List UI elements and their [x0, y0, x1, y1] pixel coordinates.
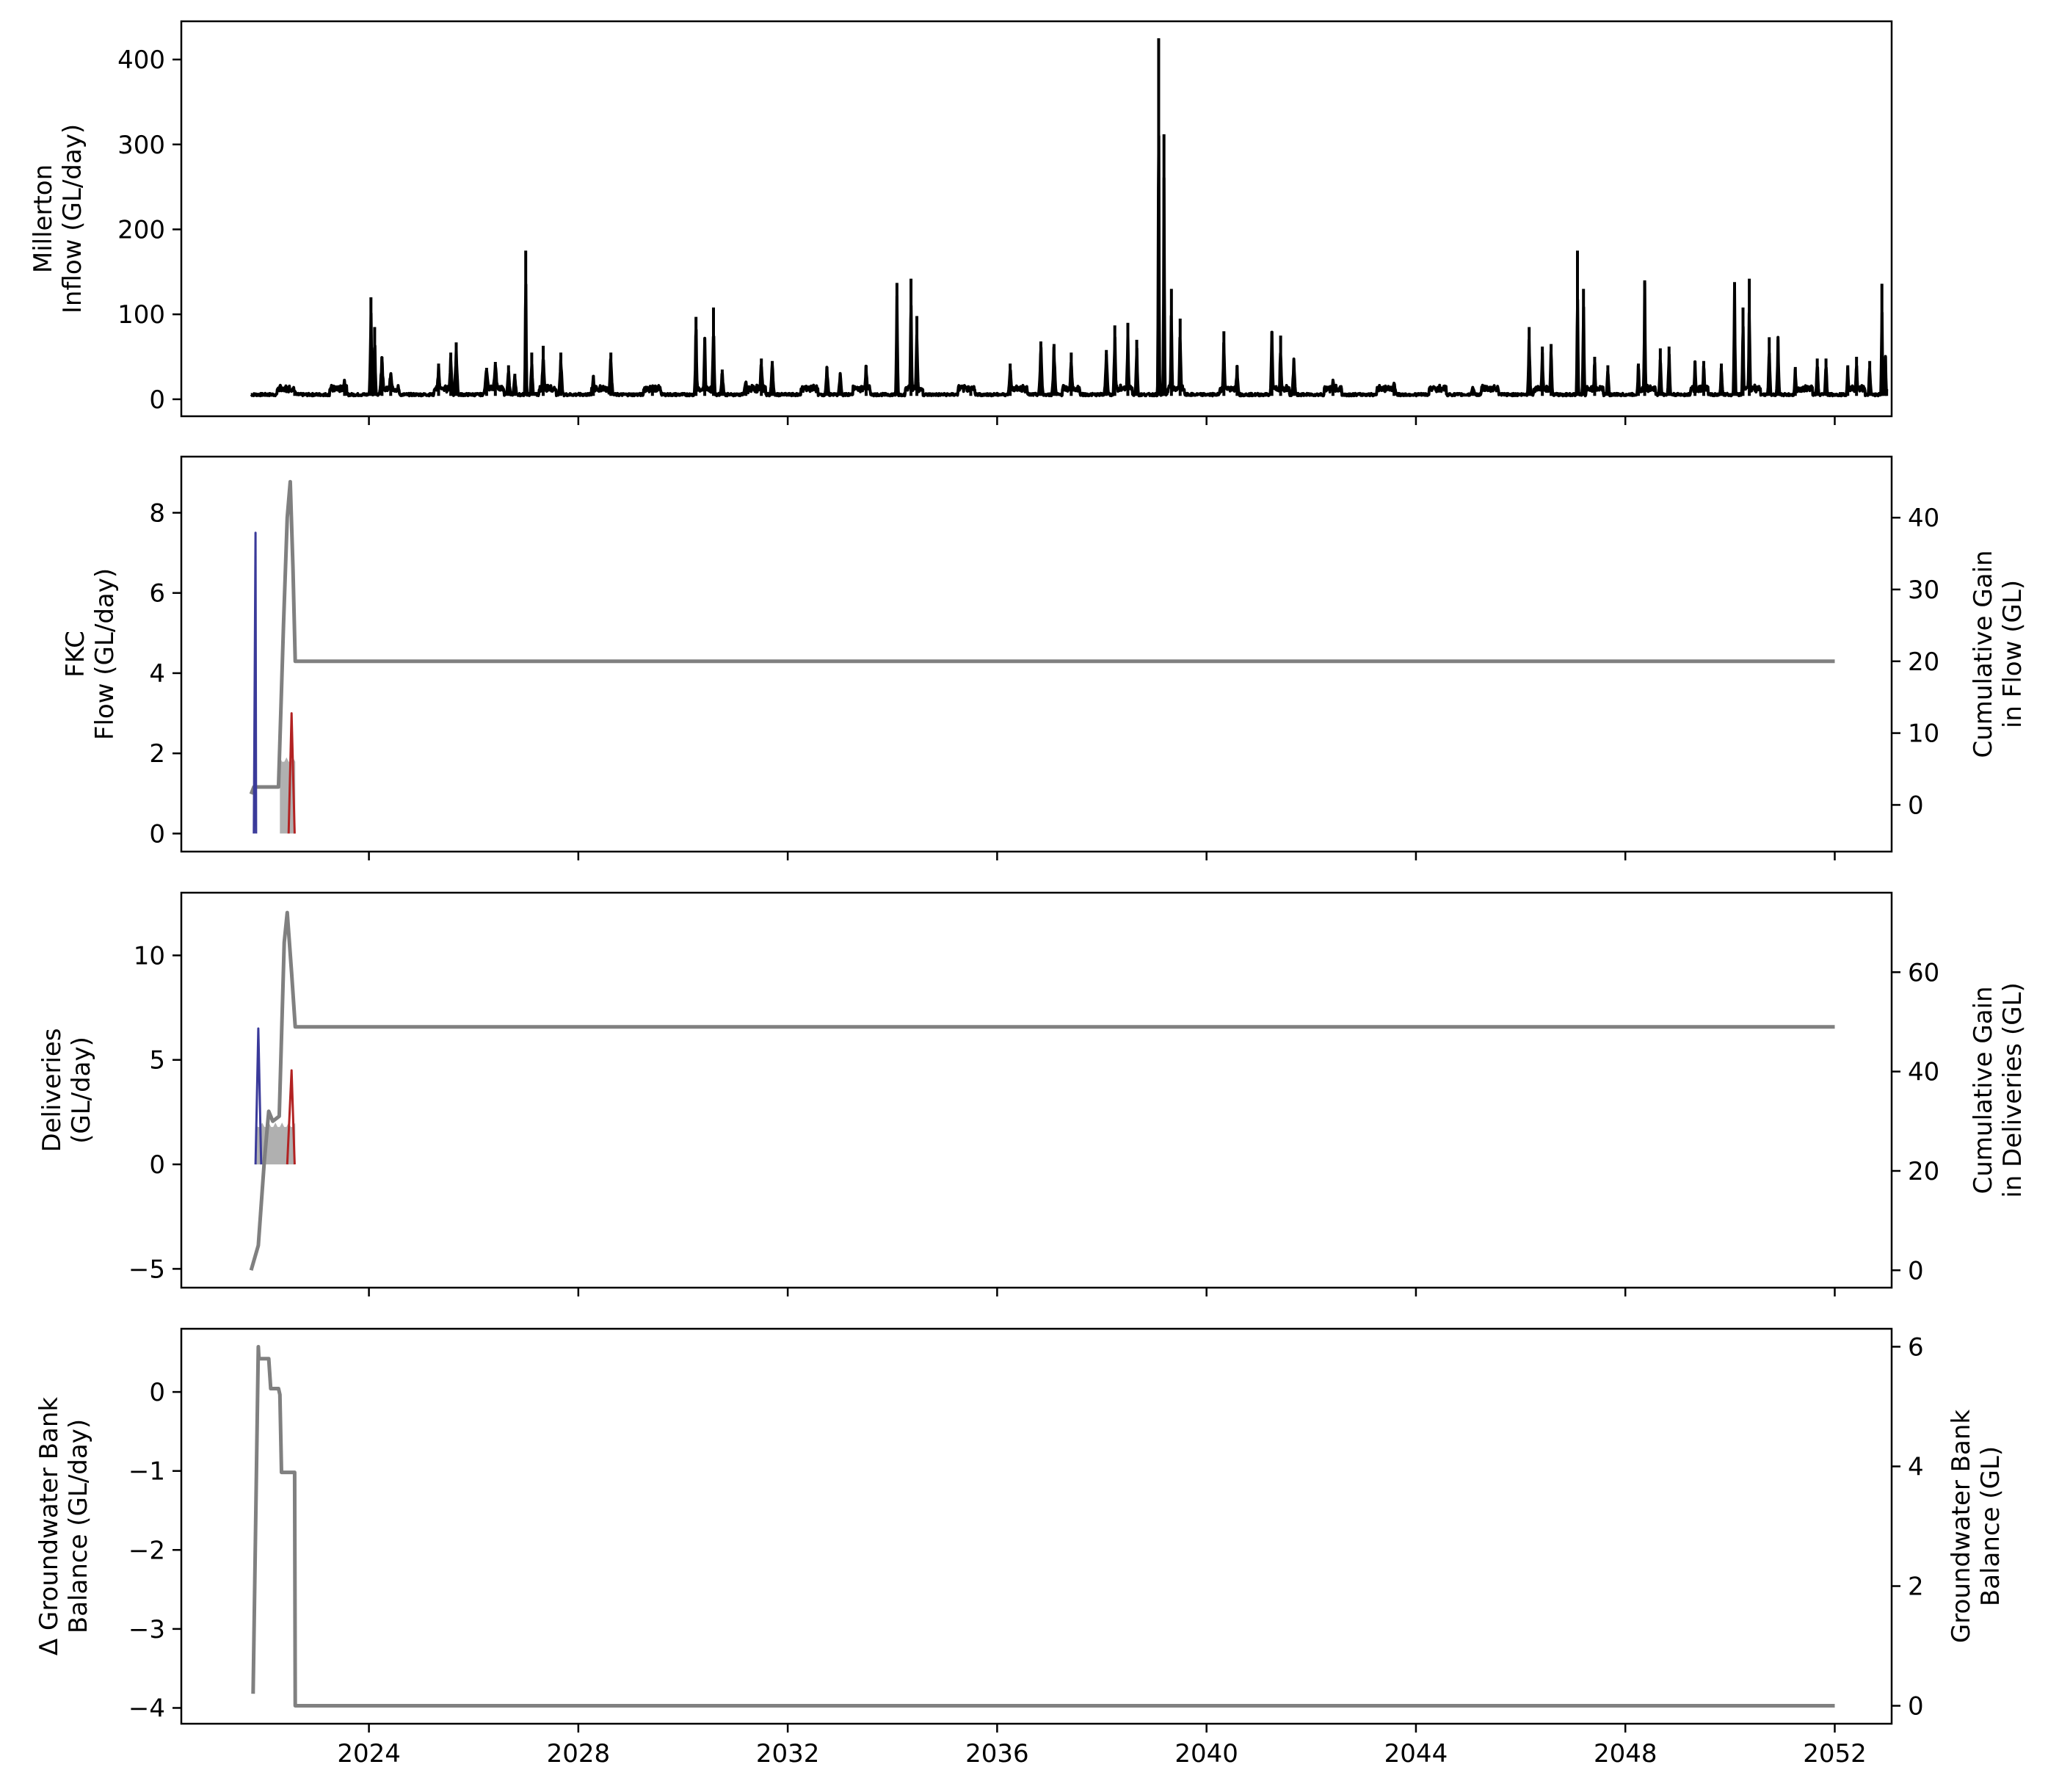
- panel-2-frame: [180, 455, 1893, 853]
- cumulative-line: [249, 910, 1835, 1271]
- panel-3-y-ticks: −5 0 5 10: [128, 941, 181, 1284]
- y-tick-label: −1: [128, 1457, 165, 1487]
- y-tick-label: −3: [128, 1615, 165, 1644]
- panel-millerton-inflow: 0 100 200 300 400 Millerton Inflow (GL/day): [29, 20, 1893, 425]
- panel-fkc-flow: 0 2 4 6 8 0 10 20 30 40 FKC Flow (GL/day) Cumula…: [61, 455, 2027, 860]
- y-right-tick-label: 40: [1908, 1058, 1939, 1087]
- panel-1-ylabel-line1: Millerton: [29, 164, 58, 273]
- y-right-tick-label: 2: [1908, 1572, 1924, 1602]
- panel-4-y-ticks: −4 −3 −2 −1 0: [128, 1378, 181, 1723]
- panel-3-ylabel-line2: (GL/day): [67, 1037, 96, 1144]
- panel-4-ylabel-line2: Balance (GL/day): [64, 1419, 93, 1633]
- x-tick-label: 2028: [547, 1739, 611, 1769]
- series-fill: [280, 757, 296, 834]
- y-right-tick-label: 0: [1908, 1256, 1924, 1285]
- y-tick-label: 5: [149, 1046, 165, 1075]
- panel-2-y-right-ticks: 0 10 20 30 40: [1892, 504, 1939, 820]
- y-right-tick-label: 20: [1908, 647, 1939, 677]
- y-right-tick-label: 0: [1908, 791, 1924, 820]
- panel-2-y-ticks: 0 2 4 6 8: [149, 498, 181, 849]
- x-tick-label: 2040: [1174, 1739, 1238, 1769]
- panel-3-ylabel-right-line1: Cumulative Gain: [1969, 986, 1998, 1194]
- panel-2-ylabel-right-line1: Cumulative Gain: [1969, 550, 1998, 758]
- panel-4-y-right-ticks: 0 2 4 6: [1892, 1332, 1924, 1722]
- y-tick-label: 4: [149, 659, 165, 689]
- x-tick-label: 2048: [1594, 1739, 1657, 1769]
- series-line: [254, 1027, 263, 1165]
- panel-3-ylabel-right-line2: in Deliveries (GL): [1998, 982, 2027, 1198]
- y-tick-label: 0: [149, 1150, 165, 1180]
- y-tick-label: −4: [128, 1694, 165, 1723]
- panel-3-frame: [180, 891, 1893, 1289]
- panel-3-x-ticks: [368, 1288, 1836, 1296]
- panel-3-ylabel-line1: Deliveries: [37, 1028, 67, 1152]
- panel-4-frame: [180, 1327, 1893, 1725]
- y-tick-label: 200: [117, 215, 165, 244]
- panel-1-x-ticks: [368, 416, 1836, 425]
- x-tick-label: 2024: [337, 1739, 401, 1769]
- panel-4-ylabel-right-line1: Groundwater Bank: [1947, 1410, 1976, 1643]
- panel-2-ylabel-line2: Flow (GL/day): [90, 568, 120, 740]
- cumulative-line: [251, 1345, 1835, 1708]
- y-right-tick-label: 6: [1908, 1332, 1924, 1362]
- series-line: [287, 712, 296, 834]
- x-tick-label: 2044: [1384, 1739, 1448, 1769]
- panel-2-lines: [249, 479, 1835, 834]
- panel-1-lines: [250, 38, 1889, 398]
- panel-2-ylabel-right-line2: in Flow (GL): [1998, 580, 2027, 728]
- panel-2-x-ticks: [368, 852, 1836, 860]
- panel-1-ylabel-line2: Inflow (GL/day): [58, 124, 87, 313]
- y-right-tick-label: 20: [1908, 1157, 1939, 1186]
- y-tick-label: 400: [117, 46, 165, 75]
- y-tick-label: 2: [149, 739, 165, 769]
- panel-4-ylabel-line1: Δ Groundwater Bank: [35, 1397, 64, 1656]
- panel-1-frame: [180, 20, 1893, 418]
- y-right-tick-label: 10: [1908, 719, 1939, 749]
- panel-3-y-right-ticks: 0 20 40 60: [1892, 958, 1939, 1285]
- y-right-tick-label: 30: [1908, 576, 1939, 605]
- y-tick-label: 100: [117, 300, 165, 330]
- panel-4-ylabel-right-line2: Balance (GL): [1976, 1446, 2005, 1606]
- y-tick-label: 6: [149, 579, 165, 609]
- y-tick-label: −2: [128, 1536, 165, 1565]
- y-tick-label: 0: [149, 385, 165, 415]
- x-tick-label: 2036: [965, 1739, 1029, 1769]
- panel-deliveries: −5 0 5 10 0 20 40 60 Deliveries (GL/day) Cumul…: [37, 891, 2027, 1296]
- panel-4-x-ticks: 2024 2028 2032 2036 2040 2044 2048 2052: [337, 1724, 1867, 1769]
- y-tick-label: 0: [149, 819, 165, 849]
- panel-2-ylabel-line1: FKC: [61, 631, 90, 678]
- panel-4-lines: [251, 1345, 1835, 1708]
- panel-3-lines: [249, 910, 1835, 1271]
- y-tick-label: −5: [128, 1255, 165, 1284]
- x-tick-label: 2052: [1803, 1739, 1867, 1769]
- y-tick-label: 8: [149, 498, 165, 528]
- y-tick-label: 300: [117, 131, 165, 160]
- y-right-tick-label: 60: [1908, 958, 1939, 987]
- y-right-tick-label: 40: [1908, 504, 1939, 533]
- series-line: [286, 1069, 296, 1165]
- series-line: [253, 532, 258, 834]
- y-right-tick-label: 0: [1908, 1692, 1924, 1722]
- y-tick-label: 0: [149, 1378, 165, 1407]
- panel-1-y-ticks: 0 100 200 300 400: [117, 46, 181, 415]
- inflow-line: [250, 134, 1889, 398]
- y-tick-label: 10: [134, 941, 165, 971]
- y-right-tick-label: 4: [1908, 1452, 1924, 1481]
- x-tick-label: 2032: [756, 1739, 820, 1769]
